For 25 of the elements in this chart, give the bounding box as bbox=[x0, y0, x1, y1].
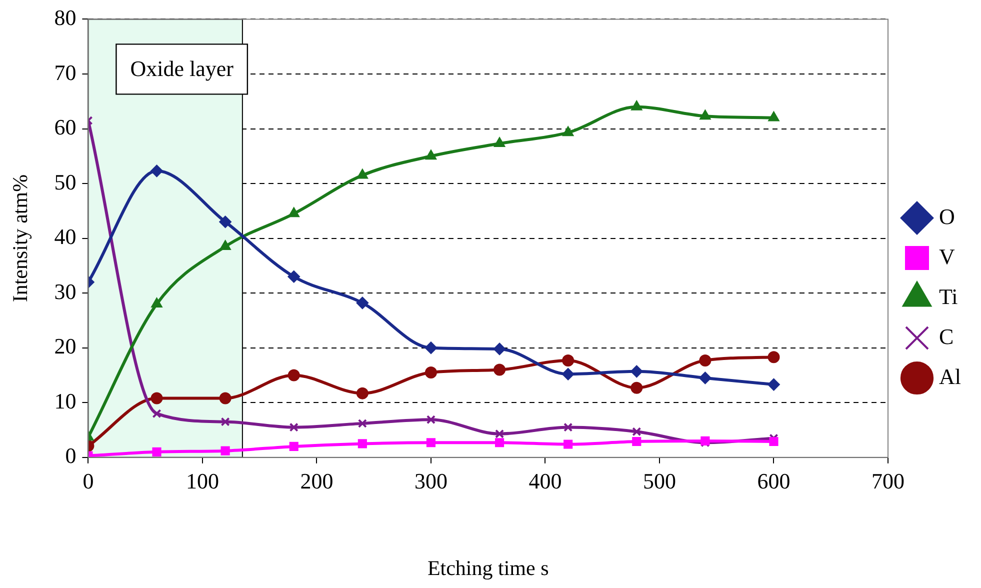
y-tick-label: 40 bbox=[54, 224, 76, 250]
y-tick-label: 50 bbox=[54, 169, 76, 194]
x-tick-label: 100 bbox=[186, 468, 219, 494]
x-tick-label: 700 bbox=[872, 468, 904, 494]
x-tick-label: 400 bbox=[528, 468, 562, 494]
y-tick-label: 0 bbox=[65, 443, 76, 468]
y-tick-label: 30 bbox=[54, 278, 76, 304]
x-tick-label: 300 bbox=[414, 468, 448, 494]
band-label: Oxide layer bbox=[130, 56, 234, 81]
legend-label: Al bbox=[939, 364, 961, 389]
legend-label: Ti bbox=[939, 284, 958, 309]
x-tick-label: 0 bbox=[82, 468, 94, 494]
y-tick-label: 20 bbox=[54, 334, 76, 359]
y-tick-label: 70 bbox=[54, 60, 76, 85]
y-tick-label: 60 bbox=[54, 114, 76, 140]
x-tick-label: 600 bbox=[757, 468, 790, 494]
legend-label: C bbox=[939, 324, 954, 349]
x-tick-label: 200 bbox=[300, 468, 334, 494]
x-axis-title: Etching time s bbox=[427, 556, 549, 580]
x-tick-label: 500 bbox=[642, 468, 676, 494]
y-tick-label: 10 bbox=[54, 388, 76, 414]
legend-label: O bbox=[939, 204, 955, 229]
legend-label: V bbox=[939, 244, 955, 269]
y-axis-title: Intensity atm% bbox=[8, 174, 32, 302]
y-tick-label: 80 bbox=[54, 4, 76, 30]
